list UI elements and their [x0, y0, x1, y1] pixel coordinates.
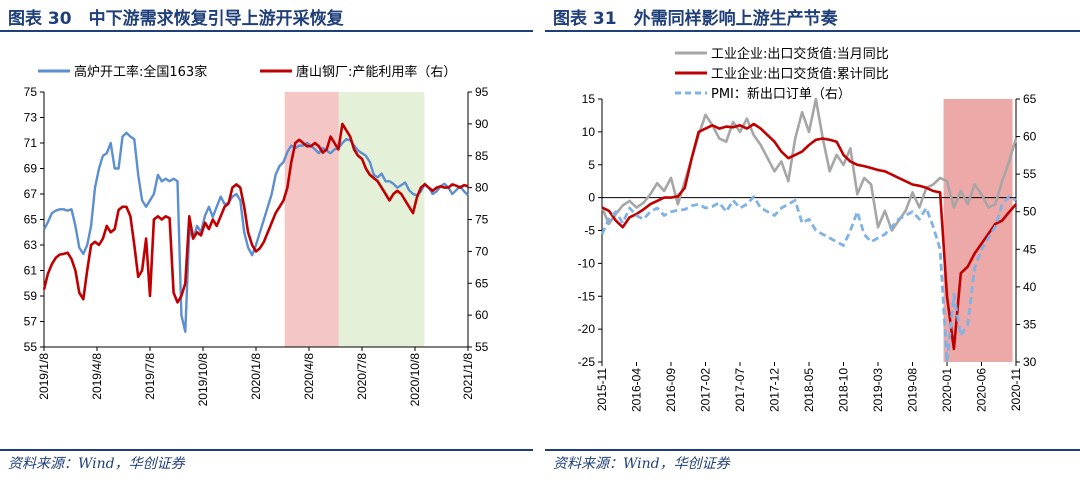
x-tick-label: 2020/4/8 — [302, 353, 316, 400]
right-y-tick-label: 30 — [1023, 355, 1037, 369]
right-title-rule — [545, 30, 1080, 32]
right-y-tick-label: 65 — [1023, 92, 1037, 106]
x-tick-label: 2019/1/8 — [37, 353, 51, 400]
left-y-tick-label: 69 — [24, 162, 38, 176]
left-y-tick-label: -25 — [578, 355, 596, 369]
left-y-tick-label: 71 — [24, 136, 38, 150]
right-chart: -25 -20 -15 -10 -5 0 5 10 15 30 35 40 45 50 55 60 65 2015… — [578, 46, 1037, 412]
left-y-tick-label: 63 — [24, 238, 38, 252]
legend-label-3: PMI：新出口订单（右） — [711, 86, 851, 102]
x-tick-label: 2018-10 — [837, 368, 851, 412]
right-y-tick-label: 95 — [475, 85, 489, 99]
left-y-tick-label: 10 — [582, 125, 596, 139]
right-y-tick-label: 90 — [475, 117, 489, 131]
series-line-3 — [600, 195, 1017, 364]
x-tick-label: 2017-12 — [768, 368, 782, 412]
right-y-tick-label: 60 — [475, 308, 489, 322]
right-y-tick-label: 55 — [1023, 167, 1037, 181]
left-y-tick-label: -20 — [578, 322, 596, 336]
series-line-2 — [601, 122, 1017, 351]
left-y-tick-label: 73 — [24, 111, 38, 125]
right-y-tick-label: 75 — [475, 213, 489, 227]
left-y-tick-label: 65 — [24, 213, 38, 227]
x-tick-label: 2020/7/8 — [355, 353, 369, 400]
legend-label-2: 工业企业:出口交货值:累计同比 — [711, 66, 889, 82]
legend-label-2: 唐山钢厂:产能利用率（右） — [296, 64, 456, 80]
left-y-tick-label: 0 — [588, 191, 595, 205]
left-chart: 55 57 59 61 63 65 67 69 71 73 75 55 60 65 70 75 80 85 90 95… — [24, 64, 489, 407]
right-y-tick-label: 70 — [475, 244, 489, 258]
x-tick-label: 2015-11 — [595, 368, 609, 411]
right-y-tick-label: 85 — [475, 149, 489, 163]
right-source-rule — [545, 449, 1080, 451]
right-y-tick-label: 35 — [1023, 317, 1037, 331]
x-tick-label: 2017-02 — [699, 368, 713, 412]
left-y-tick-label: 59 — [24, 289, 38, 303]
x-tick-label: 2019/10/8 — [196, 353, 210, 407]
right-y-tick-label: 65 — [475, 276, 489, 290]
x-tick-label: 2016-09 — [664, 368, 678, 412]
left-y-tick-label: 55 — [24, 340, 38, 354]
left-y-tick-label: -5 — [584, 224, 595, 238]
right-chart-panel: 图表 31 外需同样影响上游生产节奏 -25 -20 -15 -10 -5 0 5 10 15 3… — [545, 0, 1080, 491]
left-source-note: 资料来源：Wind，华创证券 — [8, 456, 185, 472]
left-chart-title: 图表 30 中下游需求恢复引导上游开采恢复 — [8, 9, 344, 29]
left-chart-panel: 图表 30 中下游需求恢复引导上游开采恢复 55 57 59 61 63 65 67 69 71… — [0, 0, 533, 491]
x-tick-label: 2020/10/8 — [408, 353, 422, 407]
x-tick-label: 2019/7/8 — [143, 353, 157, 400]
series-line-2 — [42, 122, 469, 304]
right-chart-title: 图表 31 外需同样影响上游生产节奏 — [553, 9, 838, 29]
shaded-region-1 — [284, 92, 339, 347]
right-y-tick-label: 40 — [1023, 280, 1037, 294]
left-source-rule — [0, 449, 533, 451]
right-y-tick-label: 60 — [1023, 130, 1037, 144]
left-y-tick-label: -10 — [578, 256, 596, 270]
x-tick-label: 2020/1/8 — [249, 353, 263, 400]
x-tick-label: 2018-05 — [802, 368, 816, 412]
series-line-1 — [42, 131, 469, 333]
left-y-tick-label: 15 — [582, 92, 596, 106]
right-y-tick-label: 50 — [1023, 205, 1037, 219]
x-tick-label: 2016-04 — [630, 368, 644, 412]
x-tick-label: 2019/4/8 — [90, 353, 104, 400]
x-tick-label: 2021/1/8 — [461, 353, 475, 400]
shaded-region-1 — [943, 99, 1013, 362]
right-y-tick-label: 55 — [475, 340, 489, 354]
left-y-tick-label: 75 — [24, 85, 38, 99]
series-line-1 — [600, 97, 1018, 232]
left-y-tick-label: 61 — [24, 264, 38, 278]
left-y-tick-label: 5 — [588, 158, 595, 172]
shaded-region-2 — [338, 92, 425, 347]
x-tick-label: 2019-08 — [906, 368, 920, 412]
left-y-tick-label: 57 — [24, 315, 38, 329]
x-tick-label: 2017-07 — [733, 368, 747, 412]
x-tick-label: 2020-01 — [940, 368, 954, 412]
right-y-tick-label: 45 — [1023, 242, 1037, 256]
left-y-tick-label: 67 — [24, 187, 38, 201]
legend-label-1: 高炉开工率:全国163家 — [74, 64, 207, 80]
left-title-rule — [0, 30, 533, 32]
x-tick-label: 2019-03 — [871, 368, 885, 412]
right-source-note: 资料来源：Wind，华创证券 — [553, 456, 730, 472]
x-tick-label: 2020-06 — [975, 368, 989, 412]
left-y-tick-label: -15 — [578, 289, 596, 303]
x-tick-label: 2020-11 — [1009, 368, 1023, 411]
legend-label-1: 工业企业:出口交货值:当月同比 — [711, 46, 889, 62]
right-y-tick-label: 80 — [475, 181, 489, 195]
